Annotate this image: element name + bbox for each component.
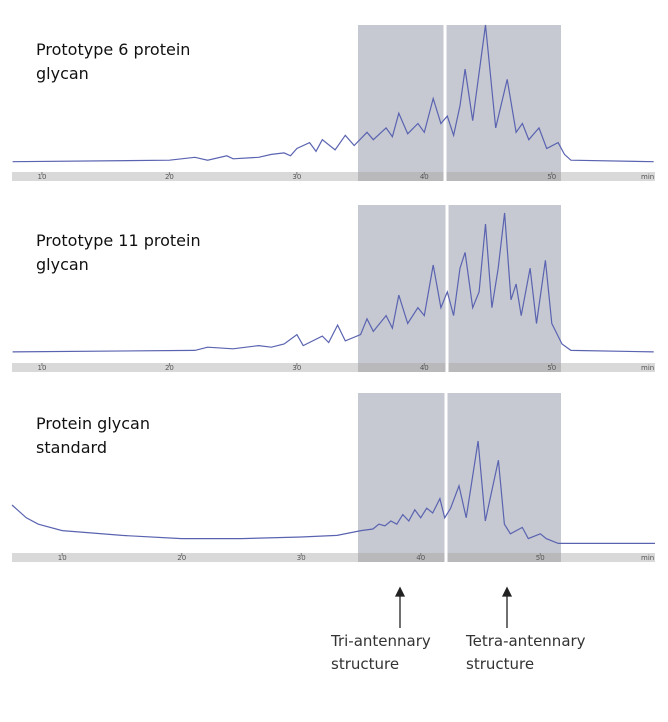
x-tick-label: 30	[292, 173, 301, 181]
shade	[358, 393, 561, 562]
arrows	[394, 586, 513, 628]
trace	[11, 440, 655, 544]
arrow-head	[394, 586, 406, 597]
shade	[358, 25, 561, 181]
x-tick-label: 50	[547, 173, 556, 181]
trace	[12, 24, 654, 163]
annotation: Tetra-antennary structure	[466, 632, 586, 673]
x-axis-label: min	[641, 173, 654, 181]
x-tick-label: 10	[37, 364, 46, 372]
axis-strip	[12, 172, 655, 181]
panel-title: Prototype 11 protein glycan	[36, 231, 201, 274]
axis-strip-shade	[358, 553, 561, 562]
panel: 10 20 30 40 50 min	[12, 205, 655, 372]
shade	[358, 205, 561, 372]
x-tick-label: 20	[165, 364, 174, 372]
x-axis-label: min	[641, 364, 654, 372]
x-tick-label: 30	[297, 554, 306, 562]
axis-strip	[12, 363, 655, 372]
x-tick-label: 50	[547, 364, 556, 372]
x-tick-label: 30	[292, 364, 301, 372]
panel: 10 20 30 40 50 min	[12, 24, 655, 181]
panel-title: Protein glycan standard	[36, 414, 150, 457]
arrow-head	[501, 586, 513, 597]
annotation: Tri-antennary structure	[331, 632, 431, 673]
axis-strip-shade	[358, 363, 561, 372]
panel-title: Prototype 6 protein glycan	[36, 40, 191, 83]
axis-strip-shade	[358, 172, 561, 181]
x-tick-label: 40	[420, 364, 429, 372]
x-tick-label: 40	[416, 554, 425, 562]
x-tick-label: 20	[177, 554, 186, 562]
x-axis-label: min	[641, 554, 654, 562]
axis-strip	[12, 553, 655, 562]
x-tick-label: 10	[37, 173, 46, 181]
x-tick-label: 20	[165, 173, 174, 181]
x-tick-label: 40	[420, 173, 429, 181]
x-tick-label: 50	[536, 554, 545, 562]
x-tick-label: 10	[58, 554, 67, 562]
panel: 10 20 30 40 50 min	[11, 393, 655, 562]
trace	[12, 212, 654, 353]
